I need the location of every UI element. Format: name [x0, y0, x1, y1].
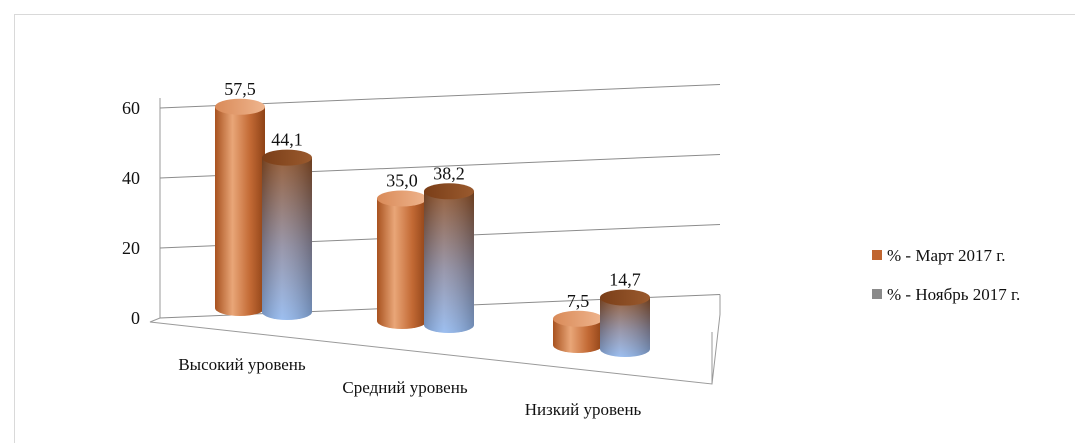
- chart-frame: [14, 14, 1075, 443]
- data-label: 57,5: [224, 79, 256, 99]
- legend-entry: % - Ноябрь 2017 г.: [887, 285, 1020, 304]
- bars-layer: 57,5 44,1 35,0 38,2 7,5 14,7: [215, 79, 650, 357]
- floor-outline: [149, 314, 721, 385]
- y-tick-label: 40: [122, 168, 140, 188]
- bar-shading: [600, 297, 650, 357]
- bar: [215, 106, 265, 316]
- x-axis-labels: Высокий уровень Средний уровень Низкий уро…: [178, 355, 641, 419]
- bar-top: [600, 289, 650, 306]
- x-tick-label: Низкий уровень: [525, 400, 642, 419]
- bar-top: [377, 190, 427, 207]
- y-tick-label: 0: [131, 308, 140, 328]
- bar-shading: [262, 157, 312, 320]
- bar-top: [553, 310, 603, 327]
- data-label: 7,5: [567, 291, 590, 311]
- bar: [377, 198, 427, 329]
- data-label: 44,1: [271, 130, 303, 150]
- y-axis-ticks: 0 20 40 60: [122, 98, 140, 328]
- bar-top: [215, 98, 265, 115]
- y-tick-label: 60: [122, 98, 140, 118]
- data-label: 14,7: [609, 270, 641, 290]
- bar-top: [424, 183, 474, 200]
- data-label: 35,0: [386, 171, 418, 191]
- x-tick-label: Высокий уровень: [178, 355, 306, 374]
- legend-entry: % - Март 2017 г.: [887, 246, 1006, 265]
- legend-swatch: [872, 250, 882, 260]
- legend-swatch: [872, 289, 882, 299]
- legend: % - Март 2017 г. % - Ноябрь 2017 г.: [872, 246, 1020, 304]
- bar: [553, 318, 603, 353]
- x-tick-label: Средний уровень: [342, 378, 467, 397]
- bar-top: [262, 149, 312, 166]
- y-tick-label: 20: [122, 238, 140, 258]
- bar-shading: [424, 191, 474, 333]
- data-label: 38,2: [433, 163, 465, 183]
